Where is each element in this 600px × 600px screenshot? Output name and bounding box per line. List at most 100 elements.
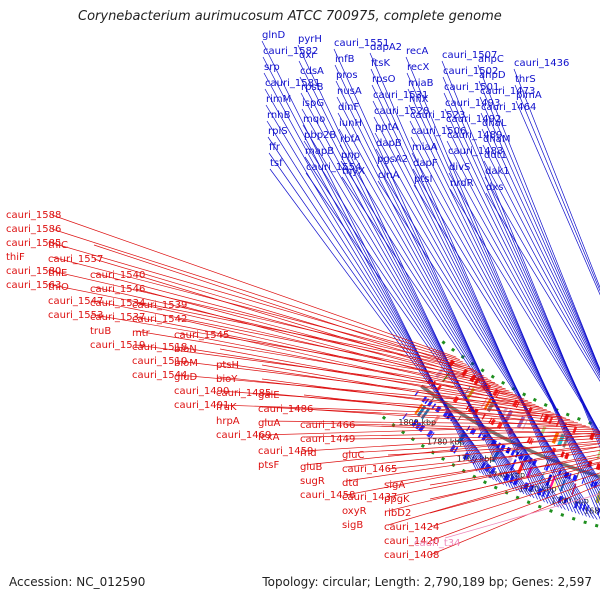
reverse-gene-label: ppgK: [384, 494, 410, 505]
forward-gene-label: pbp2B: [304, 130, 336, 141]
forward-gene-label: pgsA2: [377, 154, 408, 165]
forward-leader: [372, 100, 580, 515]
forward-leader: [303, 140, 528, 496]
reverse-gene-label: fruK: [216, 402, 237, 413]
reverse-leader: [93, 300, 492, 381]
forward-gene-label: ffr: [269, 142, 281, 153]
forward-leader: [483, 160, 600, 376]
forward-gene-label: rpsO: [372, 74, 396, 85]
reverse-leader: [177, 332, 528, 402]
reverse-leader: [93, 272, 485, 377]
reverse-leader: [303, 394, 590, 428]
forward-leader: [333, 48, 538, 500]
feature-block: [402, 412, 408, 420]
feature-block: [481, 413, 486, 420]
forward-gene-label: miaB: [408, 78, 434, 89]
reverse-gene-label: gluC: [342, 450, 364, 461]
forward-gene-label: thrS: [515, 74, 536, 85]
forward-leader: [407, 88, 600, 507]
reverse-gene-label: hrpA: [216, 416, 240, 427]
feature-block: [427, 400, 433, 407]
reverse-leader: [51, 284, 474, 370]
forward-gene-label: cauri_1531: [373, 90, 428, 101]
forward-gene-label: dxr: [299, 50, 316, 61]
reverse-gene-label: cauri_1539: [132, 300, 187, 311]
reverse-leader: [219, 376, 555, 414]
forward-leader: [478, 80, 600, 371]
reverse-gene-label: cauri_1490: [174, 386, 229, 397]
feature-block: [549, 475, 556, 488]
forward-leader: [484, 176, 600, 379]
forward-leader: [376, 164, 594, 519]
forward-gene-label: iunH: [339, 118, 362, 129]
forward-gene-label: hflX: [409, 94, 429, 105]
feature-block: [557, 469, 562, 476]
forward-gene-label: ahpC: [478, 54, 504, 65]
reverse-leader: [135, 274, 499, 386]
forward-gene-label: nusA: [337, 86, 362, 97]
reverse-gene-label: cauri_1544: [132, 370, 187, 381]
reverse-leader: [429, 484, 600, 556]
reverse-gene-label: ptsF: [258, 460, 279, 471]
rna-gene-label: cauri_t34: [414, 538, 461, 549]
feature-block: [572, 426, 578, 434]
forward-leader: [261, 40, 478, 472]
forward-gene-label: ptsI: [414, 174, 432, 185]
reverse-gene-label: bioY: [216, 374, 238, 385]
reverse-leader: [345, 424, 600, 435]
forward-gene-label: cauri_1489: [447, 130, 502, 141]
tick-label: 1780 kbp: [427, 437, 465, 446]
forward-leader: [446, 140, 600, 435]
forward-gene-label: cauri_1554: [306, 162, 361, 173]
forward-gene-label: glnD: [262, 30, 285, 41]
reverse-gene-label: thiO: [48, 282, 69, 293]
genome-info-label: Topology: circular; Length: 2,790,189 bp…: [262, 575, 592, 589]
forward-gene-label: cauri_1528: [374, 106, 429, 117]
feature-block: [483, 398, 492, 410]
feature-block: [527, 484, 535, 493]
reverse-gene-label: gluA: [258, 418, 280, 429]
feature-block: [552, 476, 559, 489]
forward-leader: [300, 92, 518, 491]
feature-block: [557, 495, 563, 504]
feature-block: [499, 444, 506, 451]
forward-leader: [515, 100, 600, 296]
forward-gene-label: miaA: [412, 142, 438, 153]
reverse-gene-label: cauri_1466: [300, 420, 355, 431]
reverse-leader: [345, 443, 600, 482]
reverse-gene-label: cauri_1518: [132, 342, 187, 353]
feature-block: [488, 417, 493, 424]
forward-leader: [447, 156, 600, 434]
forward-gene-label: cauri_1492: [446, 114, 501, 125]
forward-gene-label: recA: [406, 46, 429, 57]
forward-gene-label: rimM: [266, 94, 291, 105]
forward-gene-label: mapB: [305, 146, 334, 157]
forward-leader: [410, 136, 600, 491]
reverse-gene-label: truB: [90, 326, 111, 337]
forward-gene-label: cauri_1493: [445, 98, 500, 109]
forward-leader: [479, 96, 600, 371]
reverse-leader: [135, 288, 503, 388]
forward-gene-label: cauri_1483: [448, 146, 503, 157]
reverse-leader: [261, 420, 582, 425]
reverse-leader: [93, 244, 478, 372]
forward-leader: [480, 112, 600, 371]
feature-block: [420, 408, 430, 420]
reverse-gene-label: cauri_1546: [90, 284, 145, 295]
forward-leader: [442, 76, 600, 445]
reverse-leader: [345, 446, 600, 496]
reverse-leader: [219, 362, 551, 412]
forward-gene-label: pimA: [516, 90, 542, 101]
reverse-gene-label: cauri_1458: [300, 490, 355, 501]
forward-leader: [370, 68, 573, 513]
forward-gene-label: ispG: [302, 98, 324, 109]
forward-leader: [477, 64, 600, 371]
accession-label: Accession: NC_012590: [9, 575, 146, 589]
feature-block: [572, 474, 578, 482]
feature-block: [512, 399, 519, 408]
reverse-gene-label: cauri_1469: [216, 430, 271, 441]
reverse-leader: [345, 435, 600, 440]
reverse-leader: [429, 478, 600, 542]
feature-block: [516, 462, 525, 475]
